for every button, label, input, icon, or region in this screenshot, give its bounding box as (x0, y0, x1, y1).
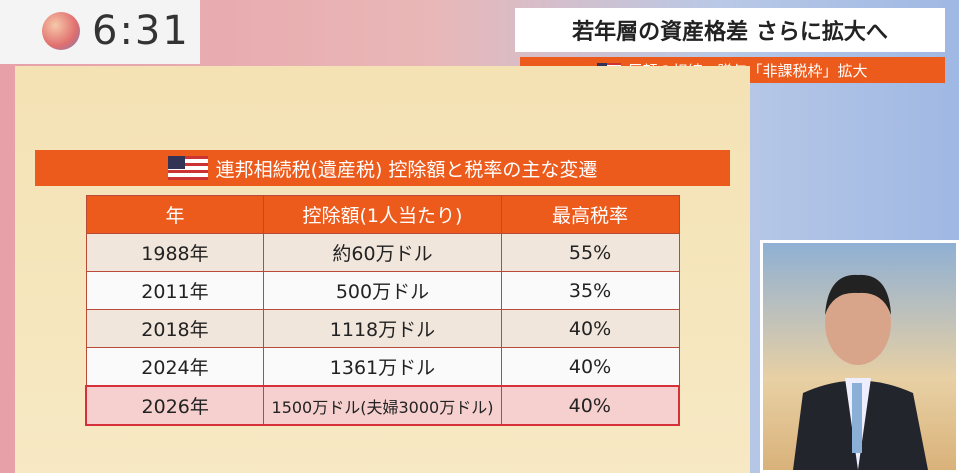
logo (42, 12, 80, 50)
table-cell: 2024年 (85, 347, 265, 387)
table-cell: 2011年 (85, 271, 265, 310)
table-cell: 2018年 (85, 309, 265, 348)
table-title: 連邦相続税(遺産税) 控除額と税率の主な変遷 (215, 158, 598, 181)
presenter-video (760, 240, 959, 473)
header-cell: 最高税率 (500, 195, 680, 234)
table-cell: 約60万ドル (263, 233, 502, 272)
presenter (793, 274, 928, 470)
table-cell: 1988年 (85, 233, 265, 272)
table-cell: 1500万ドル(夫婦3000万ドル) (263, 385, 502, 426)
table-cell: 500万ドル (263, 271, 502, 310)
table-row: 2024年 1361万ドル 40% (85, 347, 680, 387)
table-cell: 40% (500, 309, 680, 348)
table-cell: 40% (500, 347, 680, 387)
header-row: 年控除額(1人当たり) 最高税率 (85, 195, 680, 234)
clock: 6:31 (92, 8, 190, 54)
header-cell: 年 (85, 195, 265, 234)
table-row: 2018年 1118万ドル 40% (85, 309, 680, 348)
header-cell: 控除額(1人当たり) (263, 195, 502, 234)
us-flag (167, 156, 208, 180)
table: 年控除額(1人当たり) 最高税率 1988年 約60万ドル 55% 2011年 500万ドル… (85, 195, 680, 426)
table-cell: 55% (500, 233, 680, 272)
table-cell: 1118万ドル (263, 309, 502, 348)
table-row: 1988年 約60万ドル 55% (85, 233, 680, 272)
table-cell: 2026年 (85, 385, 265, 426)
headline: 若年層の資産格差 さらに拡大へ (515, 8, 945, 52)
table-cell: 35% (500, 271, 680, 310)
table-cell: 40% (500, 385, 680, 426)
clock-box (0, 0, 200, 64)
table-row: 2026年 1500万ドル(夫婦3000万ドル) 40% (85, 385, 680, 426)
table-title-bar: 連邦相続税(遺産税) 控除額と税率の主な変遷 (35, 150, 730, 186)
table-row: 2011年 500万ドル 35% (85, 271, 680, 310)
table-cell: 1361万ドル (263, 347, 502, 387)
